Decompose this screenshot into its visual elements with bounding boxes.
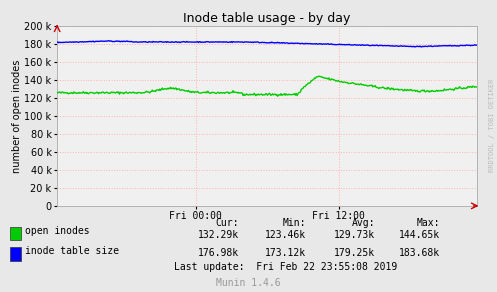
Text: Max:: Max: [416,218,440,228]
Text: inode table size: inode table size [25,246,119,256]
Text: 179.25k: 179.25k [334,248,375,258]
Text: 129.73k: 129.73k [334,230,375,240]
Text: open inodes: open inodes [25,226,89,236]
Text: RRDTOOL / TOBI OETIKER: RRDTOOL / TOBI OETIKER [489,79,495,172]
Y-axis label: number of open inodes: number of open inodes [11,59,21,173]
Text: Avg:: Avg: [352,218,375,228]
Text: 176.98k: 176.98k [197,248,239,258]
Title: Inode table usage - by day: Inode table usage - by day [183,12,351,25]
Text: Cur:: Cur: [215,218,239,228]
Text: Munin 1.4.6: Munin 1.4.6 [216,278,281,288]
Text: 144.65k: 144.65k [399,230,440,240]
Text: 183.68k: 183.68k [399,248,440,258]
Text: 123.46k: 123.46k [264,230,306,240]
Text: Last update:  Fri Feb 22 23:55:08 2019: Last update: Fri Feb 22 23:55:08 2019 [174,262,397,272]
Text: Min:: Min: [282,218,306,228]
Text: 132.29k: 132.29k [197,230,239,240]
Text: 173.12k: 173.12k [264,248,306,258]
